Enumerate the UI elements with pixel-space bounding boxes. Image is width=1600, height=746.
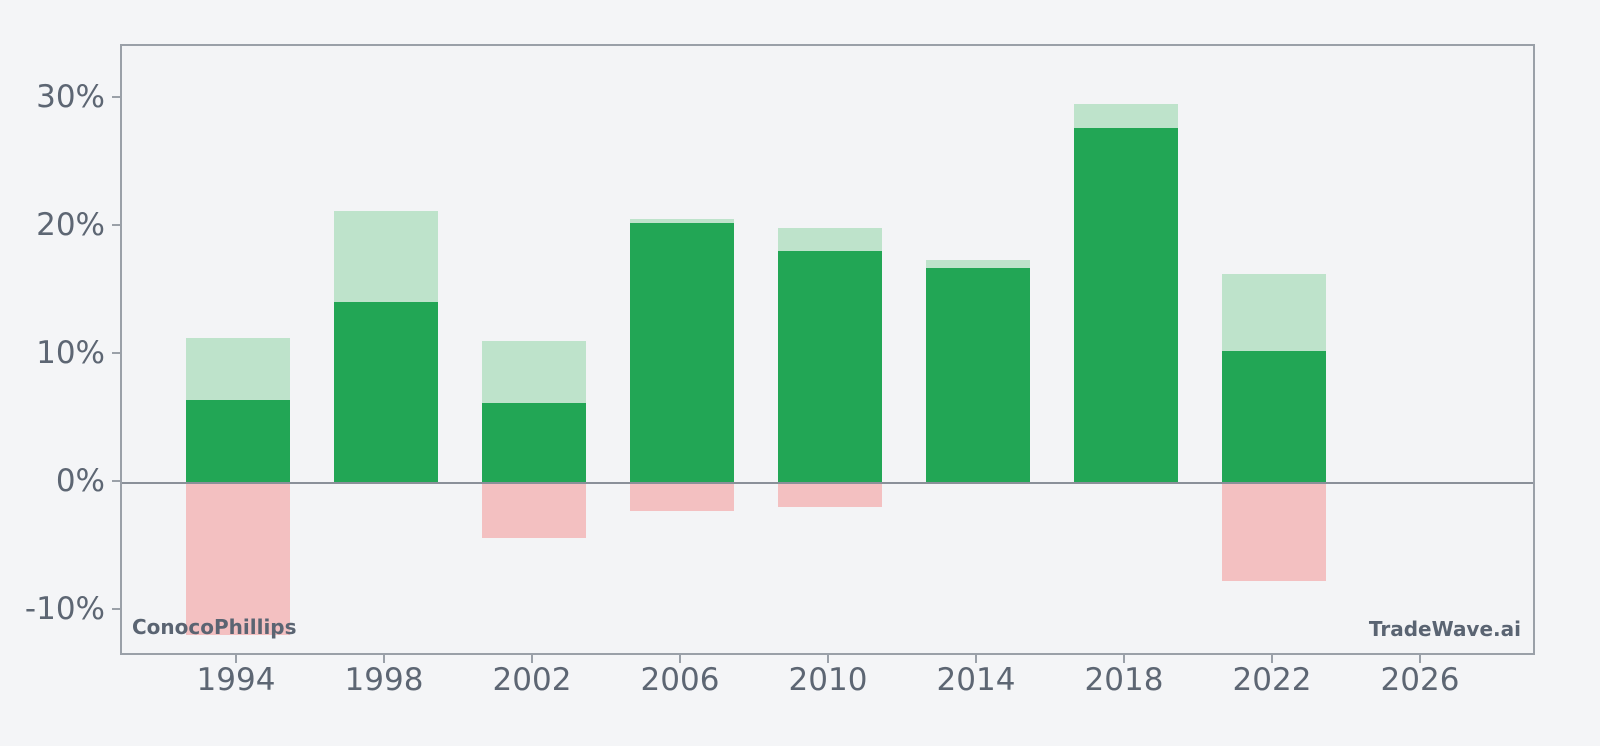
y-tick-label-0: 0% <box>55 462 105 499</box>
x-tick-mark-2014 <box>975 655 977 663</box>
x-tick-label-2022: 2022 <box>1232 662 1312 698</box>
bar-2022-pink-range-low <box>1222 482 1326 582</box>
plot-area: ConocoPhillips TradeWave.ai <box>120 44 1535 655</box>
x-tick-mark-2010 <box>827 655 829 663</box>
bar-2006-dark-green-return <box>630 222 734 483</box>
y-tick-label-20: 20% <box>36 206 105 243</box>
y-tick-label-10: 10% <box>36 334 105 371</box>
x-tick-mark-2006 <box>679 655 681 663</box>
bar-1994-dark-green-return <box>186 399 290 483</box>
y-tick-mark-30 <box>112 95 120 98</box>
y-tick-mark-0 <box>112 479 120 482</box>
x-tick-label-2006: 2006 <box>640 662 720 698</box>
x-tick-mark-1994 <box>235 655 237 663</box>
bar-1998-dark-green-return <box>334 302 438 483</box>
x-tick-label-2002: 2002 <box>492 662 572 698</box>
x-tick-mark-2002 <box>531 655 533 663</box>
bar-2010-dark-green-return <box>778 250 882 483</box>
zero-axis-line <box>122 481 1533 484</box>
bar-2010-pink-range-low <box>778 482 882 508</box>
x-tick-mark-2018 <box>1123 655 1125 663</box>
bar-2022-dark-green-return <box>1222 350 1326 483</box>
brand-watermark: TradeWave.ai <box>1368 617 1521 641</box>
x-tick-label-2010: 2010 <box>788 662 868 698</box>
x-tick-label-1998: 1998 <box>344 662 424 698</box>
x-tick-label-2014: 2014 <box>936 662 1016 698</box>
bar-2002-dark-green-return <box>482 403 586 483</box>
y-tick-label--10: -10% <box>24 590 105 627</box>
bar-1994-pink-range-low <box>186 482 290 636</box>
x-tick-mark-1998 <box>383 655 385 663</box>
x-tick-label-1994: 1994 <box>196 662 276 698</box>
x-tick-label-2026: 2026 <box>1380 662 1460 698</box>
bar-2014-dark-green-return <box>926 267 1030 483</box>
x-tick-mark-2022 <box>1271 655 1273 663</box>
bar-2018-dark-green-return <box>1074 127 1178 483</box>
x-tick-mark-2026 <box>1419 655 1421 663</box>
y-tick-mark--10 <box>112 607 120 610</box>
y-tick-mark-10 <box>112 351 120 354</box>
y-tick-label-30: 30% <box>36 78 105 115</box>
ticker-watermark: ConocoPhillips <box>132 615 297 639</box>
bar-2002-pink-range-low <box>482 482 586 538</box>
y-tick-mark-20 <box>112 223 120 226</box>
x-tick-label-2018: 2018 <box>1084 662 1164 698</box>
bar-2006-pink-range-low <box>630 482 734 511</box>
